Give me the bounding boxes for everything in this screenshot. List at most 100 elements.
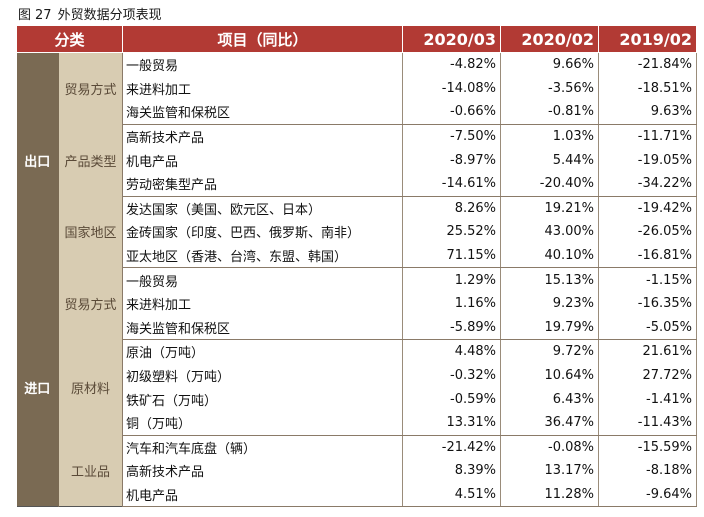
item-cell: 机电产品 [122, 482, 404, 508]
value-2019-02: -26.05% [598, 220, 698, 244]
value-2020-03: 4.51% [402, 482, 502, 508]
value-2019-02: -15.59% [598, 435, 698, 460]
value-2020-03: -21.42% [402, 435, 502, 460]
header-2019-02: 2019/02 [598, 25, 698, 53]
value-2019-02: -1.15% [598, 267, 698, 292]
caption-label: 图 [18, 8, 32, 23]
table-row: 来进料加工 1.16% 9.23% -16.35% [17, 291, 698, 316]
value-2020-02: 9.72% [500, 339, 600, 364]
item-cell: 来进料加工 [122, 291, 404, 316]
value-2019-02: -19.05% [598, 148, 698, 172]
group-label: 贸易方式 [57, 52, 124, 125]
value-2020-03: -0.59% [402, 387, 502, 411]
value-2020-03: -4.82% [402, 52, 502, 77]
value-2019-02: -19.42% [598, 196, 698, 221]
table-row: 工业品 汽车和汽车底盘（辆） -21.42% -0.08% -15.59% [17, 435, 698, 507]
value-2020-02: -0.81% [500, 100, 600, 125]
value-2020-03: 71.15% [402, 243, 502, 269]
item-cell: 铜（万吨） [122, 410, 404, 436]
value-2020-02: 13.17% [500, 459, 600, 483]
table-row: 国家地区 发达国家（美国、欧元区、日本） 8.26% 19.21% -19.42% [17, 196, 698, 268]
table-row: 海关监管和保税区 -0.66% -0.81% 9.63% [17, 100, 698, 125]
item-cell: 初级塑料（万吨） [122, 363, 404, 388]
value-2019-02: -11.71% [598, 124, 698, 149]
value-2020-02: 10.64% [500, 363, 600, 388]
value-2020-03: 8.39% [402, 459, 502, 483]
value-2020-03: 4.48% [402, 339, 502, 364]
table-row: 海关监管和保税区 -5.89% 19.79% -5.05% [17, 315, 698, 341]
item-cell: 金砖国家（印度、巴西、俄罗斯、南非） [122, 220, 404, 244]
item-cell: 亚太地区（香港、台湾、东盟、韩国） [122, 243, 404, 269]
value-2020-02: 9.23% [500, 291, 600, 316]
header-2020-03: 2020/03 [402, 25, 502, 53]
value-2020-03: -5.89% [402, 315, 502, 341]
value-2020-02: 19.21% [500, 196, 600, 221]
table-row: 出口 贸易方式 一般贸易 -4.82% 9.66% -21.84% [16, 52, 698, 268]
table-row: 机电产品 4.51% 11.28% -9.64% [17, 482, 698, 508]
value-2019-02: -18.51% [598, 76, 698, 101]
value-2020-03: -14.08% [402, 76, 502, 101]
value-2020-02: -0.08% [500, 435, 600, 460]
table-row: 产品类型 高新技术产品 -7.50% 1.03% -11.71% [17, 124, 698, 197]
value-2020-02: 5.44% [500, 148, 600, 172]
item-cell: 海关监管和保税区 [122, 100, 404, 125]
table-row: 铁矿石（万吨） -0.59% 6.43% -1.41% [17, 387, 698, 411]
table-row: 金砖国家（印度、巴西、俄罗斯、南非） 25.52% 43.00% -26.05% [17, 220, 698, 244]
figure-caption: 图 27 外贸数据分项表现 [18, 4, 162, 23]
item-cell: 海关监管和保税区 [122, 315, 404, 341]
value-2019-02: 21.61% [598, 339, 698, 364]
value-2020-03: 8.26% [402, 196, 502, 221]
caption-title: 外贸数据分项表现 [57, 8, 162, 23]
value-2020-02: 15.13% [500, 267, 600, 292]
value-2020-02: -20.40% [500, 171, 600, 197]
value-2020-02: 40.10% [500, 243, 600, 269]
table-row: 机电产品 -8.97% 5.44% -19.05% [17, 148, 698, 172]
item-cell: 劳动密集型产品 [122, 171, 404, 197]
item-cell: 机电产品 [122, 148, 404, 172]
value-2019-02: -1.41% [598, 387, 698, 411]
value-2020-02: 9.66% [500, 52, 600, 77]
item-cell: 高新技术产品 [122, 124, 404, 149]
item-cell: 来进料加工 [122, 76, 404, 101]
table-row: 原材料 原油（万吨） 4.48% 9.72% 21.61% [17, 339, 698, 435]
header-2020-02: 2020/02 [500, 25, 600, 53]
value-2020-03: -0.32% [402, 363, 502, 388]
header-category: 分类 [15, 25, 124, 53]
table-row: 初级塑料（万吨） -0.32% 10.64% 27.72% [17, 363, 698, 388]
value-2020-03: 1.29% [402, 267, 502, 292]
item-cell: 原油（万吨） [122, 339, 404, 364]
group-label: 贸易方式 [57, 267, 124, 340]
item-cell: 铁矿石（万吨） [122, 387, 404, 411]
item-cell: 一般贸易 [122, 267, 404, 292]
value-2019-02: 27.72% [598, 363, 698, 388]
value-2020-03: 13.31% [402, 410, 502, 436]
group-label: 工业品 [57, 435, 124, 507]
value-2020-03: -14.61% [402, 171, 502, 197]
table-row: 进口 贸易方式 一般贸易 1.29% 15.13% -1.15% [16, 267, 698, 507]
value-2020-02: 1.03% [500, 124, 600, 149]
value-2019-02: -16.35% [598, 291, 698, 316]
section-label: 进口 [16, 267, 59, 507]
value-2020-03: -7.50% [402, 124, 502, 149]
caption-number: 27 [35, 8, 52, 23]
value-2020-03: -8.97% [402, 148, 502, 172]
group-label: 国家地区 [57, 196, 124, 268]
value-2020-02: -3.56% [500, 76, 600, 101]
trade-data-table: 分类 项目（同比） 2020/03 2020/02 2019/02 出口 贸易方式… [15, 25, 698, 508]
value-2019-02: -21.84% [598, 52, 698, 77]
header-row: 分类 项目（同比） 2020/03 2020/02 2019/02 [15, 25, 698, 53]
section-label: 出口 [16, 52, 59, 268]
value-2020-03: -0.66% [402, 100, 502, 125]
value-2019-02: -34.22% [598, 171, 698, 197]
value-2020-02: 43.00% [500, 220, 600, 244]
group-label: 产品类型 [57, 124, 124, 197]
item-cell: 一般贸易 [122, 52, 404, 77]
value-2019-02: -9.64% [598, 482, 698, 508]
table-row: 高新技术产品 8.39% 13.17% -8.18% [17, 459, 698, 483]
group-label: 原材料 [57, 339, 124, 435]
value-2019-02: 9.63% [598, 100, 698, 125]
table-row: 铜（万吨） 13.31% 36.47% -11.43% [17, 410, 698, 436]
item-cell: 高新技术产品 [122, 459, 404, 483]
value-2019-02: -16.81% [598, 243, 698, 269]
value-2019-02: -5.05% [598, 315, 698, 341]
